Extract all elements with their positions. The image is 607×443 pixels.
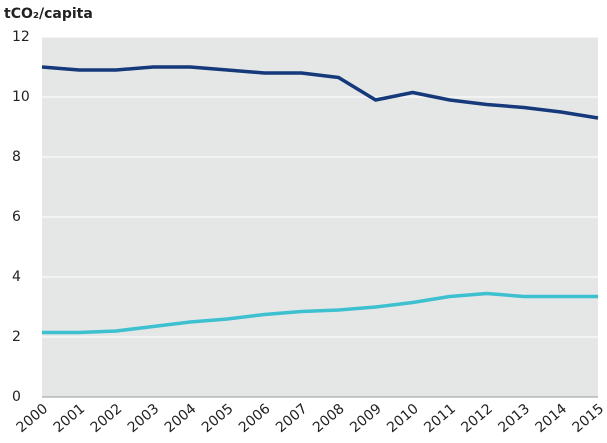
y-tick-label: 4 [12, 269, 21, 285]
x-tick-label: 2010 [384, 401, 422, 436]
x-tick-label: 2008 [310, 401, 348, 436]
x-tick-label: 2015 [570, 401, 607, 436]
x-tick-label: 2007 [273, 401, 311, 436]
x-tick-label: 2003 [125, 401, 163, 436]
x-tick-label: 2013 [495, 401, 533, 436]
x-tick-label: 2005 [199, 401, 237, 436]
x-tick-label: 2006 [236, 401, 274, 436]
y-tick-label: 2 [12, 329, 21, 345]
y-tick-label: 12 [12, 29, 30, 45]
y-tick-label: 6 [12, 209, 21, 225]
x-tick-label: 2009 [347, 401, 385, 436]
x-tick-label: 2000 [14, 401, 52, 436]
line-series [42, 291, 598, 335]
x-tick-label: 2001 [51, 401, 89, 436]
x-tick-label: 2012 [458, 401, 496, 436]
y-tick-label: 0 [12, 389, 21, 405]
x-tick-label: 2014 [532, 401, 570, 436]
y-tick-label: 10 [12, 89, 30, 105]
y-tick-label: 8 [12, 149, 21, 165]
x-tick-label: 2011 [421, 401, 459, 436]
x-tick-label: 2004 [162, 401, 200, 436]
line-series [41, 65, 599, 120]
y-axis-label: tCO₂/capita [4, 6, 93, 22]
x-tick-label: 2002 [88, 401, 126, 436]
